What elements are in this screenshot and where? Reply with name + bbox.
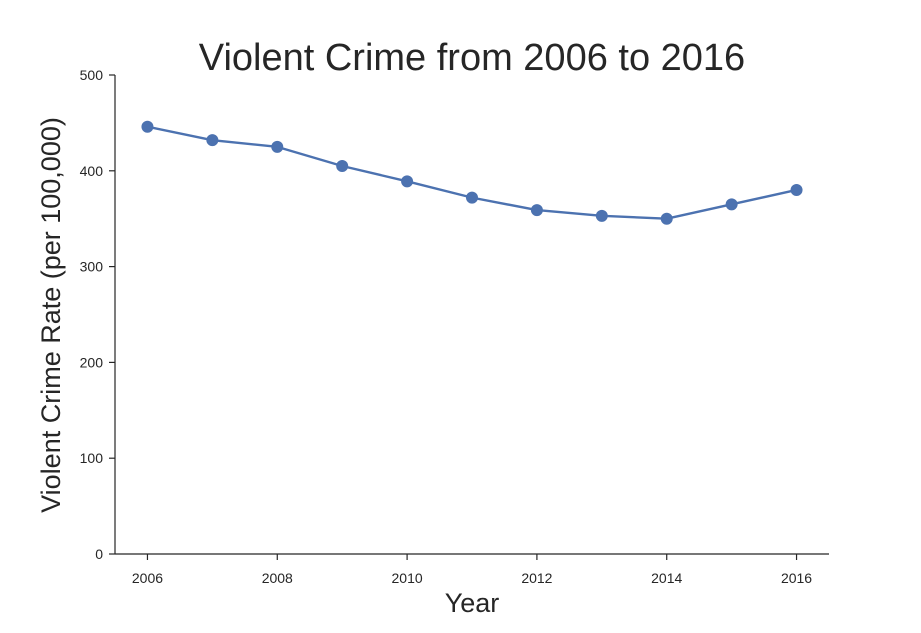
series-line — [147, 125, 797, 220]
data-point — [725, 198, 738, 211]
data-point — [466, 191, 478, 204]
y-axis-label: Violent Crime Rate (per 100,000) — [36, 117, 66, 513]
data-point — [790, 183, 803, 196]
series-violent-crime-rate — [141, 120, 803, 225]
y-tick-label: 300 — [80, 259, 104, 275]
y-tick-label: 200 — [80, 354, 104, 370]
data-point — [660, 212, 673, 225]
data-point — [595, 209, 608, 222]
x-tick-label: 2012 — [521, 570, 552, 586]
x-tick-label: 2010 — [392, 570, 423, 586]
y-tick-label: 500 — [80, 67, 104, 83]
chart-title: Violent Crime from 2006 to 2016 — [199, 37, 745, 79]
y-tick-label: 100 — [80, 450, 104, 466]
x-tick-label: 2008 — [262, 570, 293, 586]
data-point — [336, 160, 349, 173]
y-ticks: 0 100 200 300 400 500 — [80, 67, 115, 562]
x-tick-label: 2014 — [651, 570, 682, 586]
x-tick-label: 2016 — [781, 570, 812, 586]
x-tick-label: 2006 — [132, 570, 163, 586]
data-point — [206, 134, 219, 147]
data-point — [530, 204, 543, 217]
y-tick-label: 0 — [95, 546, 103, 562]
x-ticks: 2006 2008 2010 2012 2014 2016 — [132, 554, 812, 586]
y-tick-label: 400 — [80, 163, 104, 179]
data-point — [401, 175, 414, 188]
data-point — [271, 140, 284, 153]
x-axis-label: Year — [445, 588, 500, 618]
data-point — [141, 120, 154, 133]
